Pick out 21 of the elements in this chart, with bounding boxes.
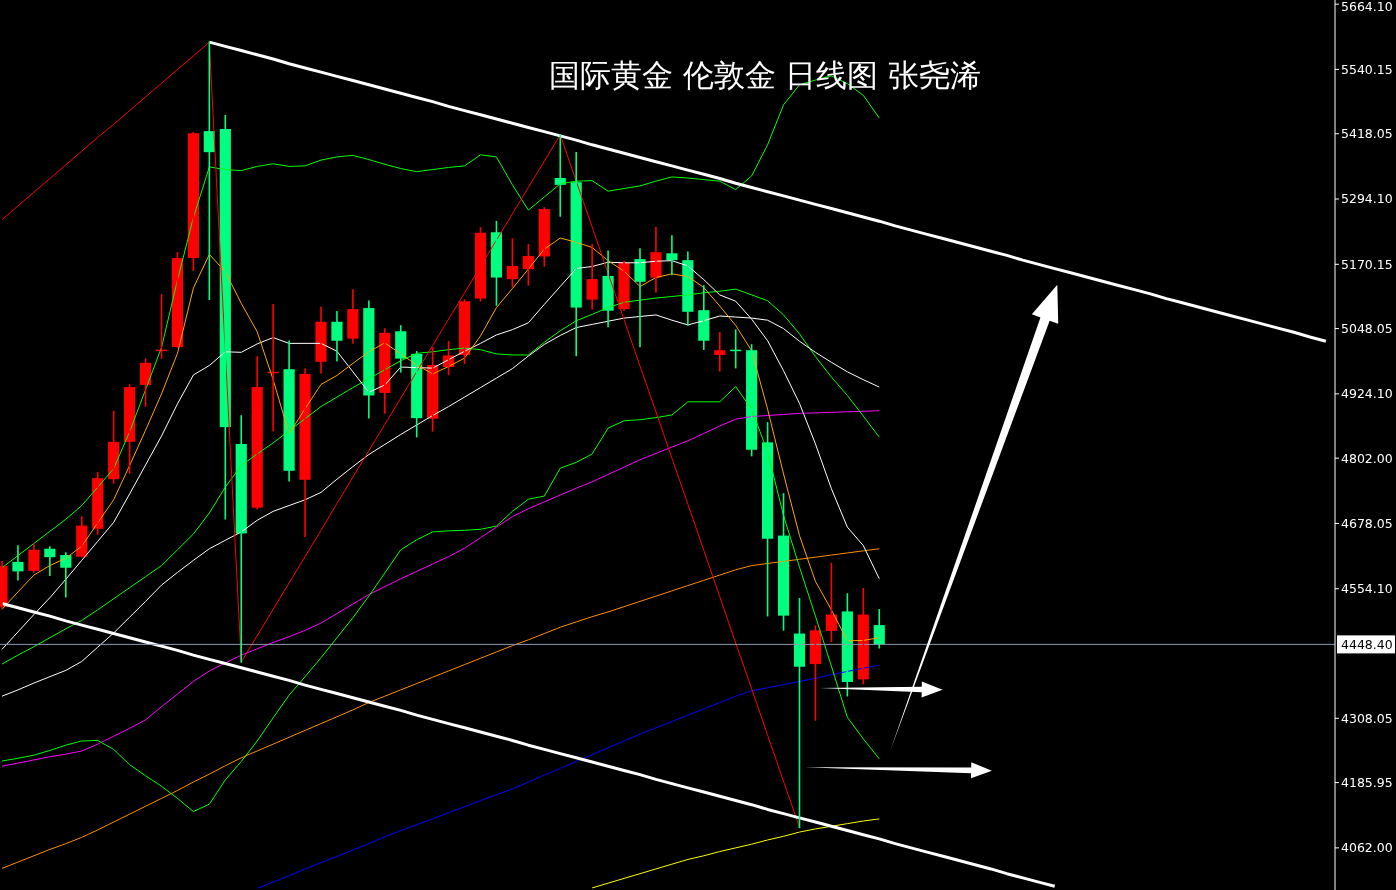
line-series — [1, 386, 880, 813]
ref-line-label: 4448.40 — [1341, 636, 1393, 652]
y-tick-label: 4185.95 — [1341, 774, 1393, 790]
y-tick-label: 4678.05 — [1341, 515, 1393, 531]
y-tick-label: 5540.15 — [1341, 61, 1393, 77]
y-tick-label: 4308.05 — [1341, 710, 1393, 726]
y-tick-label: 5170.15 — [1341, 256, 1393, 272]
y-tick-label: 4802.00 — [1341, 450, 1393, 466]
y-tick-label: 5048.05 — [1341, 320, 1393, 336]
line-series — [591, 818, 880, 889]
line-series — [1, 410, 880, 767]
y-tick-label: 4924.10 — [1341, 386, 1393, 402]
y-tick-label: 5294.10 — [1341, 191, 1393, 207]
candlestick — [331, 310, 343, 362]
line-series — [1, 548, 880, 869]
y-tick-label: 5418.05 — [1341, 126, 1393, 142]
y-tick-label: 4062.00 — [1341, 840, 1393, 856]
line-series — [207, 40, 1328, 343]
line-series — [256, 664, 880, 889]
y-tick-label: 4554.10 — [1341, 581, 1393, 597]
y-tick-label: 5664.10 — [1341, 0, 1393, 15]
